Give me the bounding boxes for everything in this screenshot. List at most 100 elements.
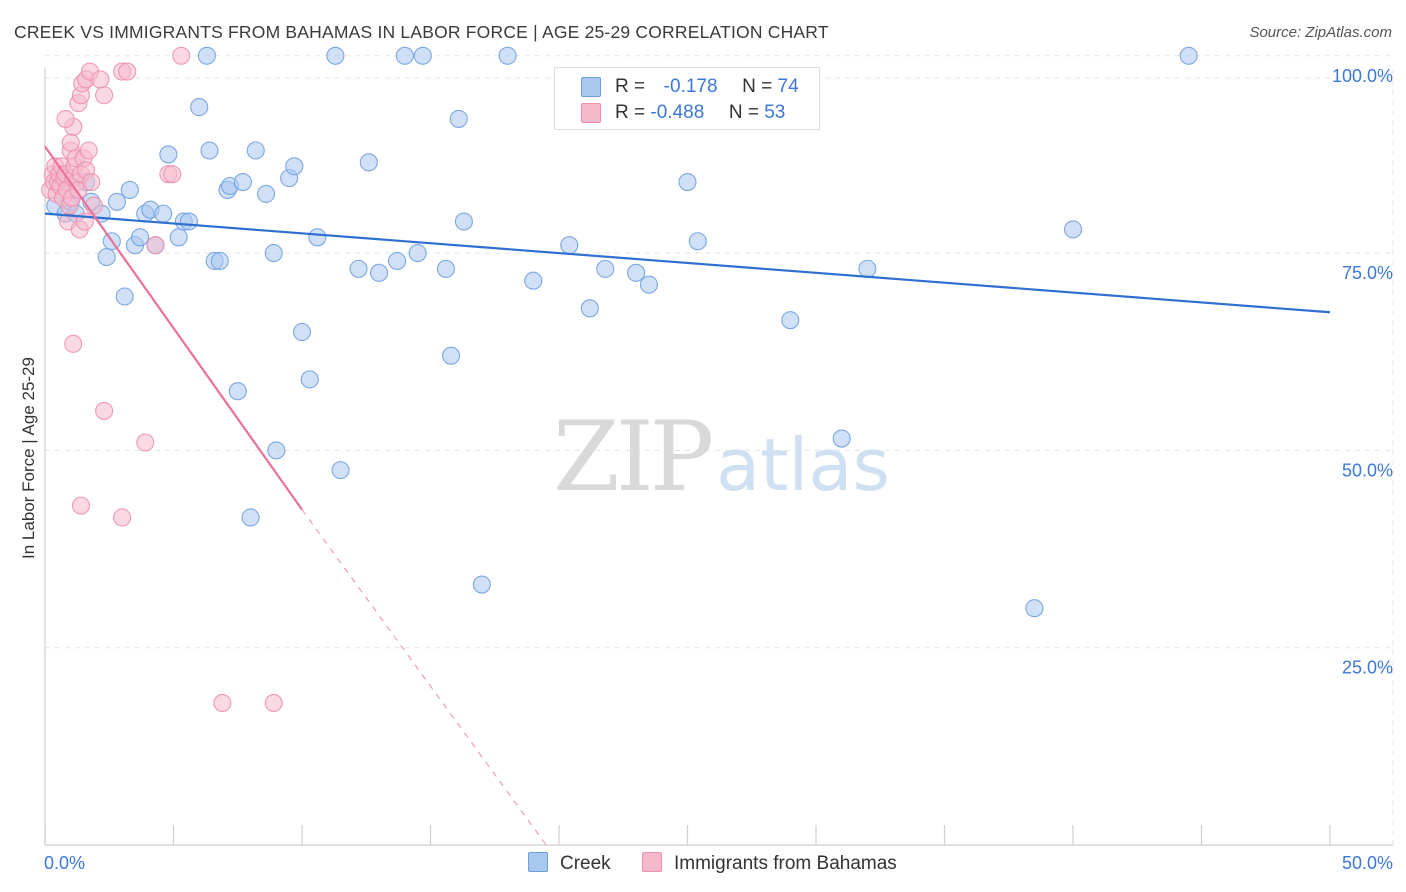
watermark-atlas: atlas bbox=[716, 423, 890, 507]
creek-point bbox=[210, 251, 229, 271]
creek-point bbox=[197, 46, 216, 65]
bahamas-n-value: 53 bbox=[764, 102, 786, 123]
y-tick-label: 50.0% bbox=[1342, 460, 1393, 480]
creek-point bbox=[449, 109, 468, 128]
x-tick-label-max: 50.0% bbox=[1342, 853, 1393, 873]
creek-r-label: R = bbox=[615, 76, 646, 97]
creek-point bbox=[169, 228, 188, 247]
bahamas-point bbox=[82, 173, 101, 192]
creek-point bbox=[300, 370, 319, 389]
bahamas-point bbox=[213, 693, 232, 712]
creek-point bbox=[285, 157, 304, 176]
creek-point bbox=[781, 311, 800, 330]
creek-point bbox=[560, 236, 579, 255]
creek-trend-line bbox=[44, 212, 1331, 314]
creek-point bbox=[264, 244, 283, 263]
bahamas-n-label: N = bbox=[728, 102, 759, 123]
bahamas-point bbox=[95, 86, 114, 105]
bahamas-trend-line bbox=[44, 145, 303, 511]
y-axis-label: In Labor Force | Age 25-29 bbox=[19, 357, 38, 559]
creek-point bbox=[688, 232, 707, 251]
legend-item-bahamas[interactable]: Immigrants from Bahamas bbox=[642, 851, 897, 877]
creek-n-label: N = bbox=[742, 76, 773, 97]
creek-point bbox=[413, 46, 432, 65]
data-points bbox=[41, 46, 1198, 712]
creek-point bbox=[436, 259, 455, 278]
y-tick-label: 25.0% bbox=[1342, 658, 1393, 678]
creek-legend-swatch bbox=[528, 852, 548, 872]
bahamas-r-value: -0.488 bbox=[650, 102, 705, 123]
bahamas-r-label: R = bbox=[615, 102, 646, 123]
creek-r-value: -0.178 bbox=[663, 76, 718, 97]
creek-point bbox=[858, 259, 877, 278]
creek-point bbox=[190, 98, 209, 117]
bahamas-point bbox=[91, 70, 110, 89]
creek-point bbox=[246, 141, 265, 160]
creek-point bbox=[408, 244, 427, 263]
creek-point bbox=[256, 184, 276, 203]
creek-point bbox=[678, 173, 697, 192]
source-label: Source: ZipAtlas.com bbox=[1249, 24, 1392, 41]
bahamas-swatch bbox=[581, 103, 601, 123]
creek-point bbox=[349, 259, 368, 278]
y-tick-label: 75.0% bbox=[1342, 263, 1393, 283]
creek-point bbox=[326, 46, 345, 65]
bahamas-point bbox=[113, 508, 132, 527]
bahamas-point bbox=[61, 133, 80, 152]
creek-point bbox=[395, 46, 414, 65]
creek-point bbox=[639, 275, 659, 294]
creek-point bbox=[359, 153, 378, 172]
creek-point bbox=[97, 247, 116, 267]
legend-item-creek[interactable]: Creek bbox=[528, 851, 611, 877]
y-tick-label: 100.0% bbox=[1332, 66, 1393, 86]
creek-point bbox=[228, 382, 247, 401]
chart-title: CREEK VS IMMIGRANTS FROM BAHAMAS IN LABO… bbox=[14, 22, 829, 42]
creek-point bbox=[498, 46, 517, 65]
creek-point bbox=[154, 204, 173, 223]
bahamas-point bbox=[136, 433, 155, 452]
creek-point bbox=[832, 429, 851, 448]
creek-point bbox=[442, 346, 461, 365]
creek-point bbox=[370, 263, 389, 282]
bahamas-point bbox=[146, 236, 165, 255]
creek-point bbox=[131, 228, 150, 247]
bahamas-point bbox=[264, 693, 283, 712]
creek-legend-label: Creek bbox=[560, 853, 611, 874]
creek-point bbox=[454, 212, 473, 231]
creek-point bbox=[115, 287, 134, 306]
bahamas-point bbox=[172, 46, 191, 65]
creek-point bbox=[120, 180, 139, 200]
stats-legend: R = -0.178 N = 74 R = -0.488 N = 53 bbox=[554, 67, 820, 130]
creek-point bbox=[292, 322, 312, 342]
trend-lines bbox=[44, 145, 1331, 846]
creek-point bbox=[1179, 46, 1198, 65]
axes bbox=[44, 68, 1393, 846]
bahamas-legend-label: Immigrants from Bahamas bbox=[674, 853, 897, 874]
creek-n-value: 74 bbox=[777, 76, 799, 97]
bahamas-point bbox=[56, 109, 75, 128]
creek-point bbox=[308, 228, 327, 247]
creek-point bbox=[179, 212, 198, 231]
bahamas-point bbox=[71, 496, 91, 515]
tick-labels: 25.0% 50.0% 75.0% 100.0% 0.0% 50.0% bbox=[44, 66, 1393, 873]
creek-swatch bbox=[581, 77, 601, 97]
creek-point bbox=[1025, 599, 1044, 618]
creek-point bbox=[241, 508, 260, 527]
bahamas-point bbox=[163, 165, 182, 184]
bahamas-legend-swatch bbox=[642, 852, 662, 872]
creek-point bbox=[267, 441, 286, 460]
creek-point bbox=[233, 173, 252, 192]
creek-point bbox=[472, 575, 491, 594]
creek-point bbox=[524, 271, 543, 290]
creek-point bbox=[580, 299, 599, 318]
bahamas-trend-extension bbox=[301, 509, 547, 846]
bahamas-point bbox=[79, 141, 98, 160]
creek-point bbox=[200, 141, 219, 160]
creek-point bbox=[107, 192, 127, 211]
creek-point bbox=[159, 145, 178, 164]
creek-point bbox=[627, 263, 646, 282]
creek-point bbox=[331, 461, 350, 480]
creek-point bbox=[388, 251, 407, 271]
x-tick-label-min: 0.0% bbox=[44, 853, 85, 873]
